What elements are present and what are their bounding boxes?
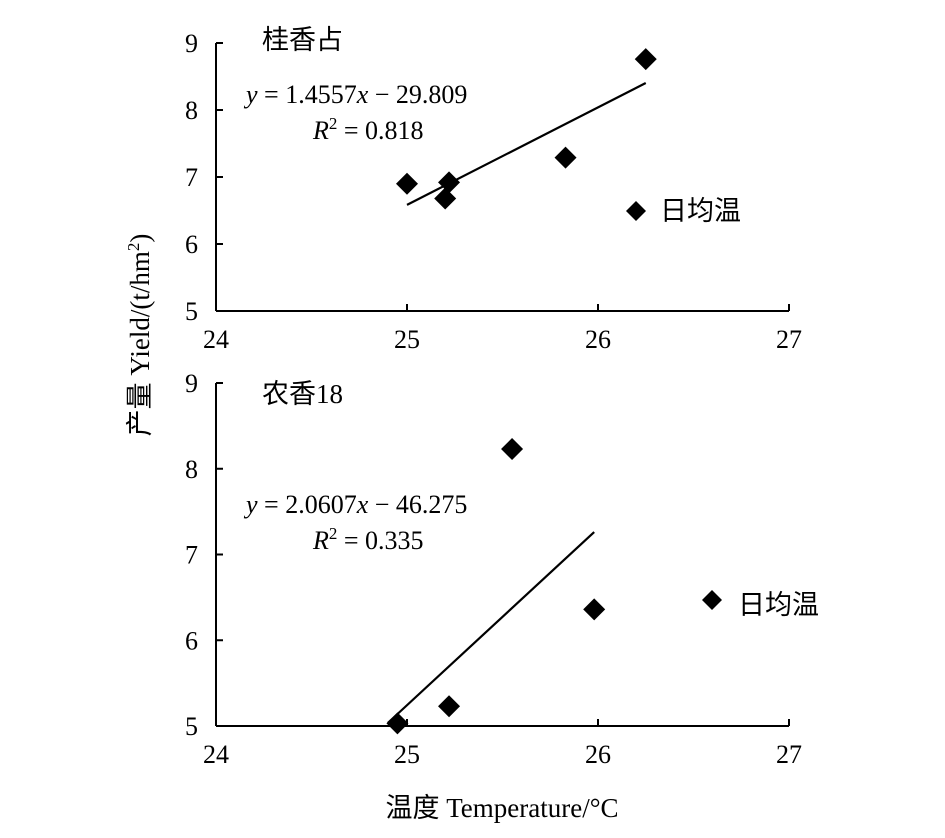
panel-1-x-tick-label: 24 <box>203 325 229 354</box>
panel-1-data-point <box>396 172 418 195</box>
panel-1-data-point <box>434 187 457 210</box>
panel-2-y-tick-label: 5 <box>185 712 198 741</box>
y-axis-title: 产量 Yield/(t/hm2) <box>124 234 155 437</box>
panel-1-legend-marker <box>626 201 646 221</box>
eq-2-rhs: = 2.0607 <box>258 490 357 519</box>
panel-2-data-point <box>501 438 524 461</box>
panel-1-legend: 日均温 <box>626 196 741 226</box>
panel-2-x-tick-label: 25 <box>394 740 420 769</box>
panel-1-legend-label: 日均温 <box>660 196 741 226</box>
panel-1-points <box>396 48 657 210</box>
panel-guixiangzhan: 24 25 26 27 5 6 7 8 9 桂香占 y = 1.4557x − 29.809 R… <box>185 25 802 354</box>
panel-2-trendline <box>387 531 595 724</box>
panel-1-y-tick-label: 9 <box>185 29 198 58</box>
panel-2-x-tick-label: 24 <box>203 740 229 769</box>
r2-2-sup: 2 <box>329 524 338 543</box>
r2-2-R: R <box>312 526 329 555</box>
eq-2-y: y <box>243 490 258 519</box>
panel-2-data-point <box>386 712 409 735</box>
panel-2-x-tick-label: 27 <box>776 740 802 769</box>
panel-2-y-tick-label: 8 <box>185 455 198 484</box>
panel-2-y-tick-label: 9 <box>185 369 198 398</box>
panel-2-data-point <box>438 695 461 718</box>
eq-1-rhs: = 1.4557 <box>258 80 357 109</box>
r2-1-R: R <box>312 116 329 145</box>
panel-2-axes <box>215 383 789 727</box>
panel-2-y-tick-label: 7 <box>185 541 198 570</box>
eq-2-x: x <box>356 490 369 519</box>
panel-1-x-tick-label: 25 <box>394 325 420 354</box>
x-axis-title: 温度 Temperature/°C <box>385 793 618 823</box>
panel-1-y-tick-label: 7 <box>185 163 198 192</box>
panel-2-legend: 日均温 <box>702 590 819 620</box>
y-axis-title-suffix: ) <box>125 234 155 243</box>
panel-1-y-tick-label: 5 <box>185 297 198 326</box>
panel-1-ticks: 24 25 26 27 5 6 7 8 9 <box>185 29 802 354</box>
r2-1-sup: 2 <box>329 114 338 133</box>
panel-2-r2: R2 = 0.335 <box>312 524 424 555</box>
panel-2-points <box>386 438 606 735</box>
eq-1-x: x <box>356 80 369 109</box>
eq-2-tail: − 46.275 <box>368 490 467 519</box>
panel-1-title: 桂香占 <box>262 25 343 55</box>
panel-1-y-tick-label: 8 <box>185 96 198 125</box>
panel-1-data-point <box>438 171 461 194</box>
r2-2-rhs: = 0.335 <box>337 526 423 555</box>
panel-1-equation: y = 1.4557x − 29.809 <box>243 80 467 109</box>
panel-1-x-tick-label: 27 <box>776 325 802 354</box>
panel-2-equation: y = 2.0607x − 46.275 <box>243 490 467 519</box>
panel-2-x-tick-label: 26 <box>585 740 611 769</box>
panel-1-data-point <box>634 48 657 71</box>
panel-2-legend-label: 日均温 <box>738 590 819 620</box>
panel-1-x-tick-label: 26 <box>585 325 611 354</box>
eq-1-y: y <box>243 80 258 109</box>
panel-2-fit-layer <box>387 531 595 724</box>
y-axis-title-prefix: 产量 Yield/(t/hm <box>125 251 155 436</box>
panel-1-y-tick-label: 6 <box>185 230 198 259</box>
r2-1-rhs: = 0.818 <box>337 116 423 145</box>
panel-2-ticks: 24 25 26 27 5 6 7 8 9 <box>185 369 802 769</box>
y-axis-title-superscript: 2 <box>124 243 143 252</box>
panel-2-title: 农香18 <box>262 379 343 409</box>
panel-1-r2: R2 = 0.818 <box>312 114 424 145</box>
panel-1-data-point <box>554 146 577 169</box>
panel-2-legend-marker <box>702 590 722 610</box>
panel-2-y-tick-label: 6 <box>185 626 198 655</box>
eq-1-tail: − 29.809 <box>368 80 467 109</box>
panel-2-data-point <box>583 598 606 621</box>
